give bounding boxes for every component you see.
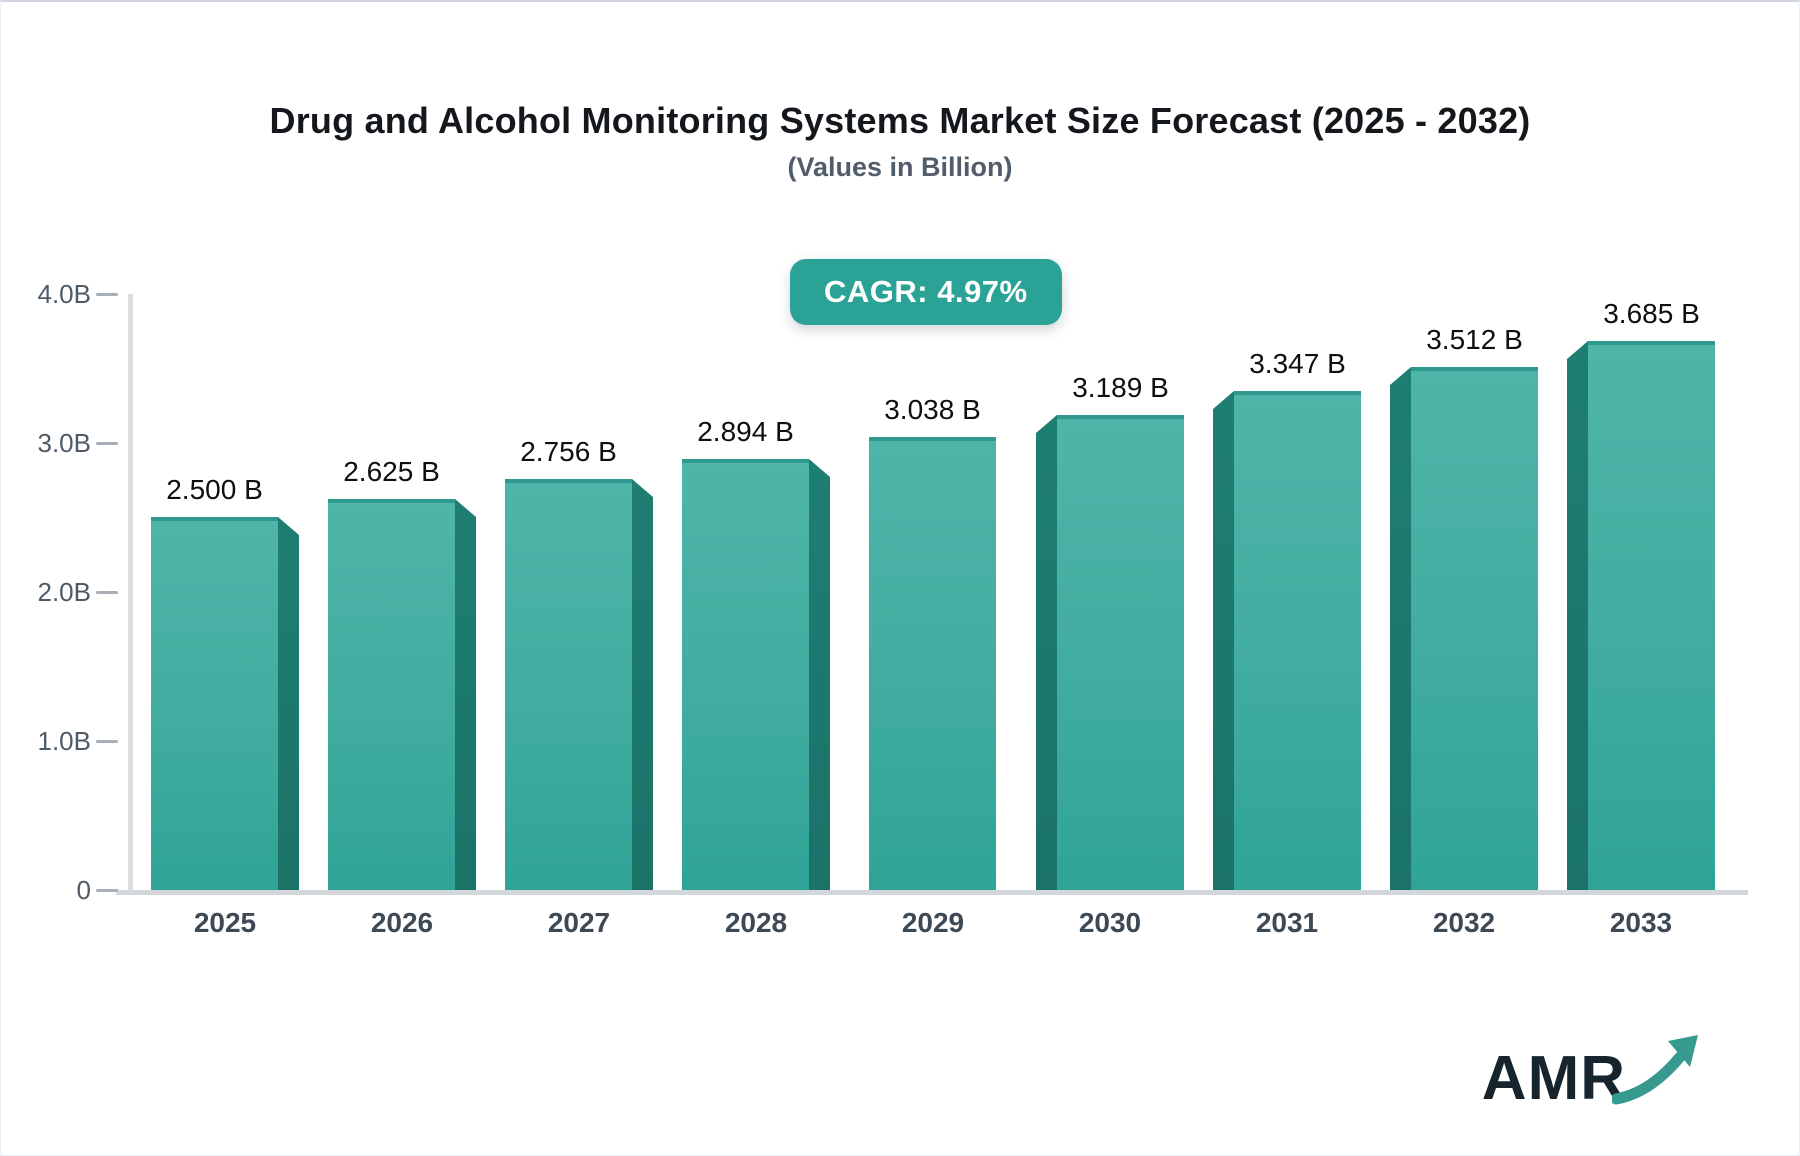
bar-2032: 3.512 B (1390, 324, 1538, 890)
bar-side-face (1213, 391, 1234, 890)
bar-2030: 3.189 B (1036, 372, 1184, 890)
bar-side-face (632, 479, 653, 890)
bar-value-label: 2.894 B (697, 416, 794, 447)
chart-subtitle: (Values in Billion) (787, 152, 1013, 182)
y-tick-mark (96, 740, 118, 743)
bar-2031: 3.347 B (1213, 348, 1361, 890)
chart-title: Drug and Alcohol Monitoring Systems Mark… (269, 100, 1531, 141)
bar-front-face (1411, 367, 1538, 890)
y-tick-label: 3.0B (37, 428, 92, 458)
bar-2028: 2.894 B (682, 416, 830, 890)
bar-side-face (278, 517, 299, 890)
bar-value-label: 2.756 B (520, 436, 617, 467)
bar-2025: 2.500 B (151, 474, 299, 890)
x-tick-label-2030: 2030 (1078, 907, 1142, 938)
bar-value-label: 3.347 B (1249, 348, 1346, 379)
bar-front-face (328, 499, 455, 890)
bar-front-face (1057, 415, 1184, 890)
bar-front-face (869, 437, 996, 890)
y-tick-mark (96, 442, 118, 445)
bar-front-face (1588, 341, 1715, 890)
y-tick-mark (96, 591, 118, 594)
y-tick-label: 1.0B (37, 726, 92, 756)
bar-value-label: 3.512 B (1426, 324, 1523, 355)
bar-value-label: 2.625 B (343, 456, 440, 487)
bar-value-label: 3.038 B (884, 394, 981, 425)
bar-side-face (1567, 341, 1588, 890)
amr-logo: AMR (1481, 1033, 1704, 1114)
bar-front-face (505, 479, 632, 890)
y-tick-label: 4.0B (37, 279, 92, 309)
cagr-badge: CAGR: 4.97% (790, 259, 1062, 325)
bar-value-label: 3.685 B (1603, 298, 1700, 329)
x-tick-label-2031: 2031 (1255, 907, 1319, 938)
amr-logo-arrow-icon (1612, 1035, 1698, 1105)
y-tick-mark (96, 889, 118, 892)
bar-2029: 3.038 B (859, 394, 1007, 890)
bar-2026: 2.625 B (328, 456, 476, 890)
amr-logo-text: AMR (1481, 1044, 1626, 1114)
y-tick-label: 0 (76, 875, 91, 905)
x-axis-line (116, 890, 1748, 895)
y-axis-line (128, 294, 133, 895)
bar-2033: 3.685 B (1567, 298, 1715, 890)
bar-front-face (151, 517, 278, 890)
x-tick-label-2032: 2032 (1432, 907, 1496, 938)
bar-side-face (1390, 367, 1411, 890)
bar-front-face (682, 459, 809, 890)
bars-row: 2.500 B 2.625 B 2.756 B 2.894 B 3.038 B 3.189… (131, 294, 1746, 890)
bar-2027: 2.756 B (505, 436, 653, 890)
bar-side-face (809, 459, 830, 890)
x-tick-label-2027: 2027 (547, 907, 611, 938)
y-tick-mark (96, 293, 118, 296)
x-tick-label-2025: 2025 (193, 907, 257, 938)
bar-front-face (1234, 391, 1361, 890)
bar-value-label: 2.500 B (166, 474, 263, 505)
bar-value-label: 3.189 B (1072, 372, 1169, 403)
x-tick-label-2026: 2026 (370, 907, 434, 938)
x-tick-label-2028: 2028 (724, 907, 788, 938)
x-tick-label-2033: 2033 (1609, 907, 1673, 938)
x-tick-label-2029: 2029 (901, 907, 965, 938)
bar-side-face (1036, 415, 1057, 890)
y-tick-label: 2.0B (37, 577, 92, 607)
bar-side-face (455, 499, 476, 890)
x-axis-labels: 2025 2026 2027 2028 2029 2030 2031 2032 2033 (131, 907, 1746, 939)
